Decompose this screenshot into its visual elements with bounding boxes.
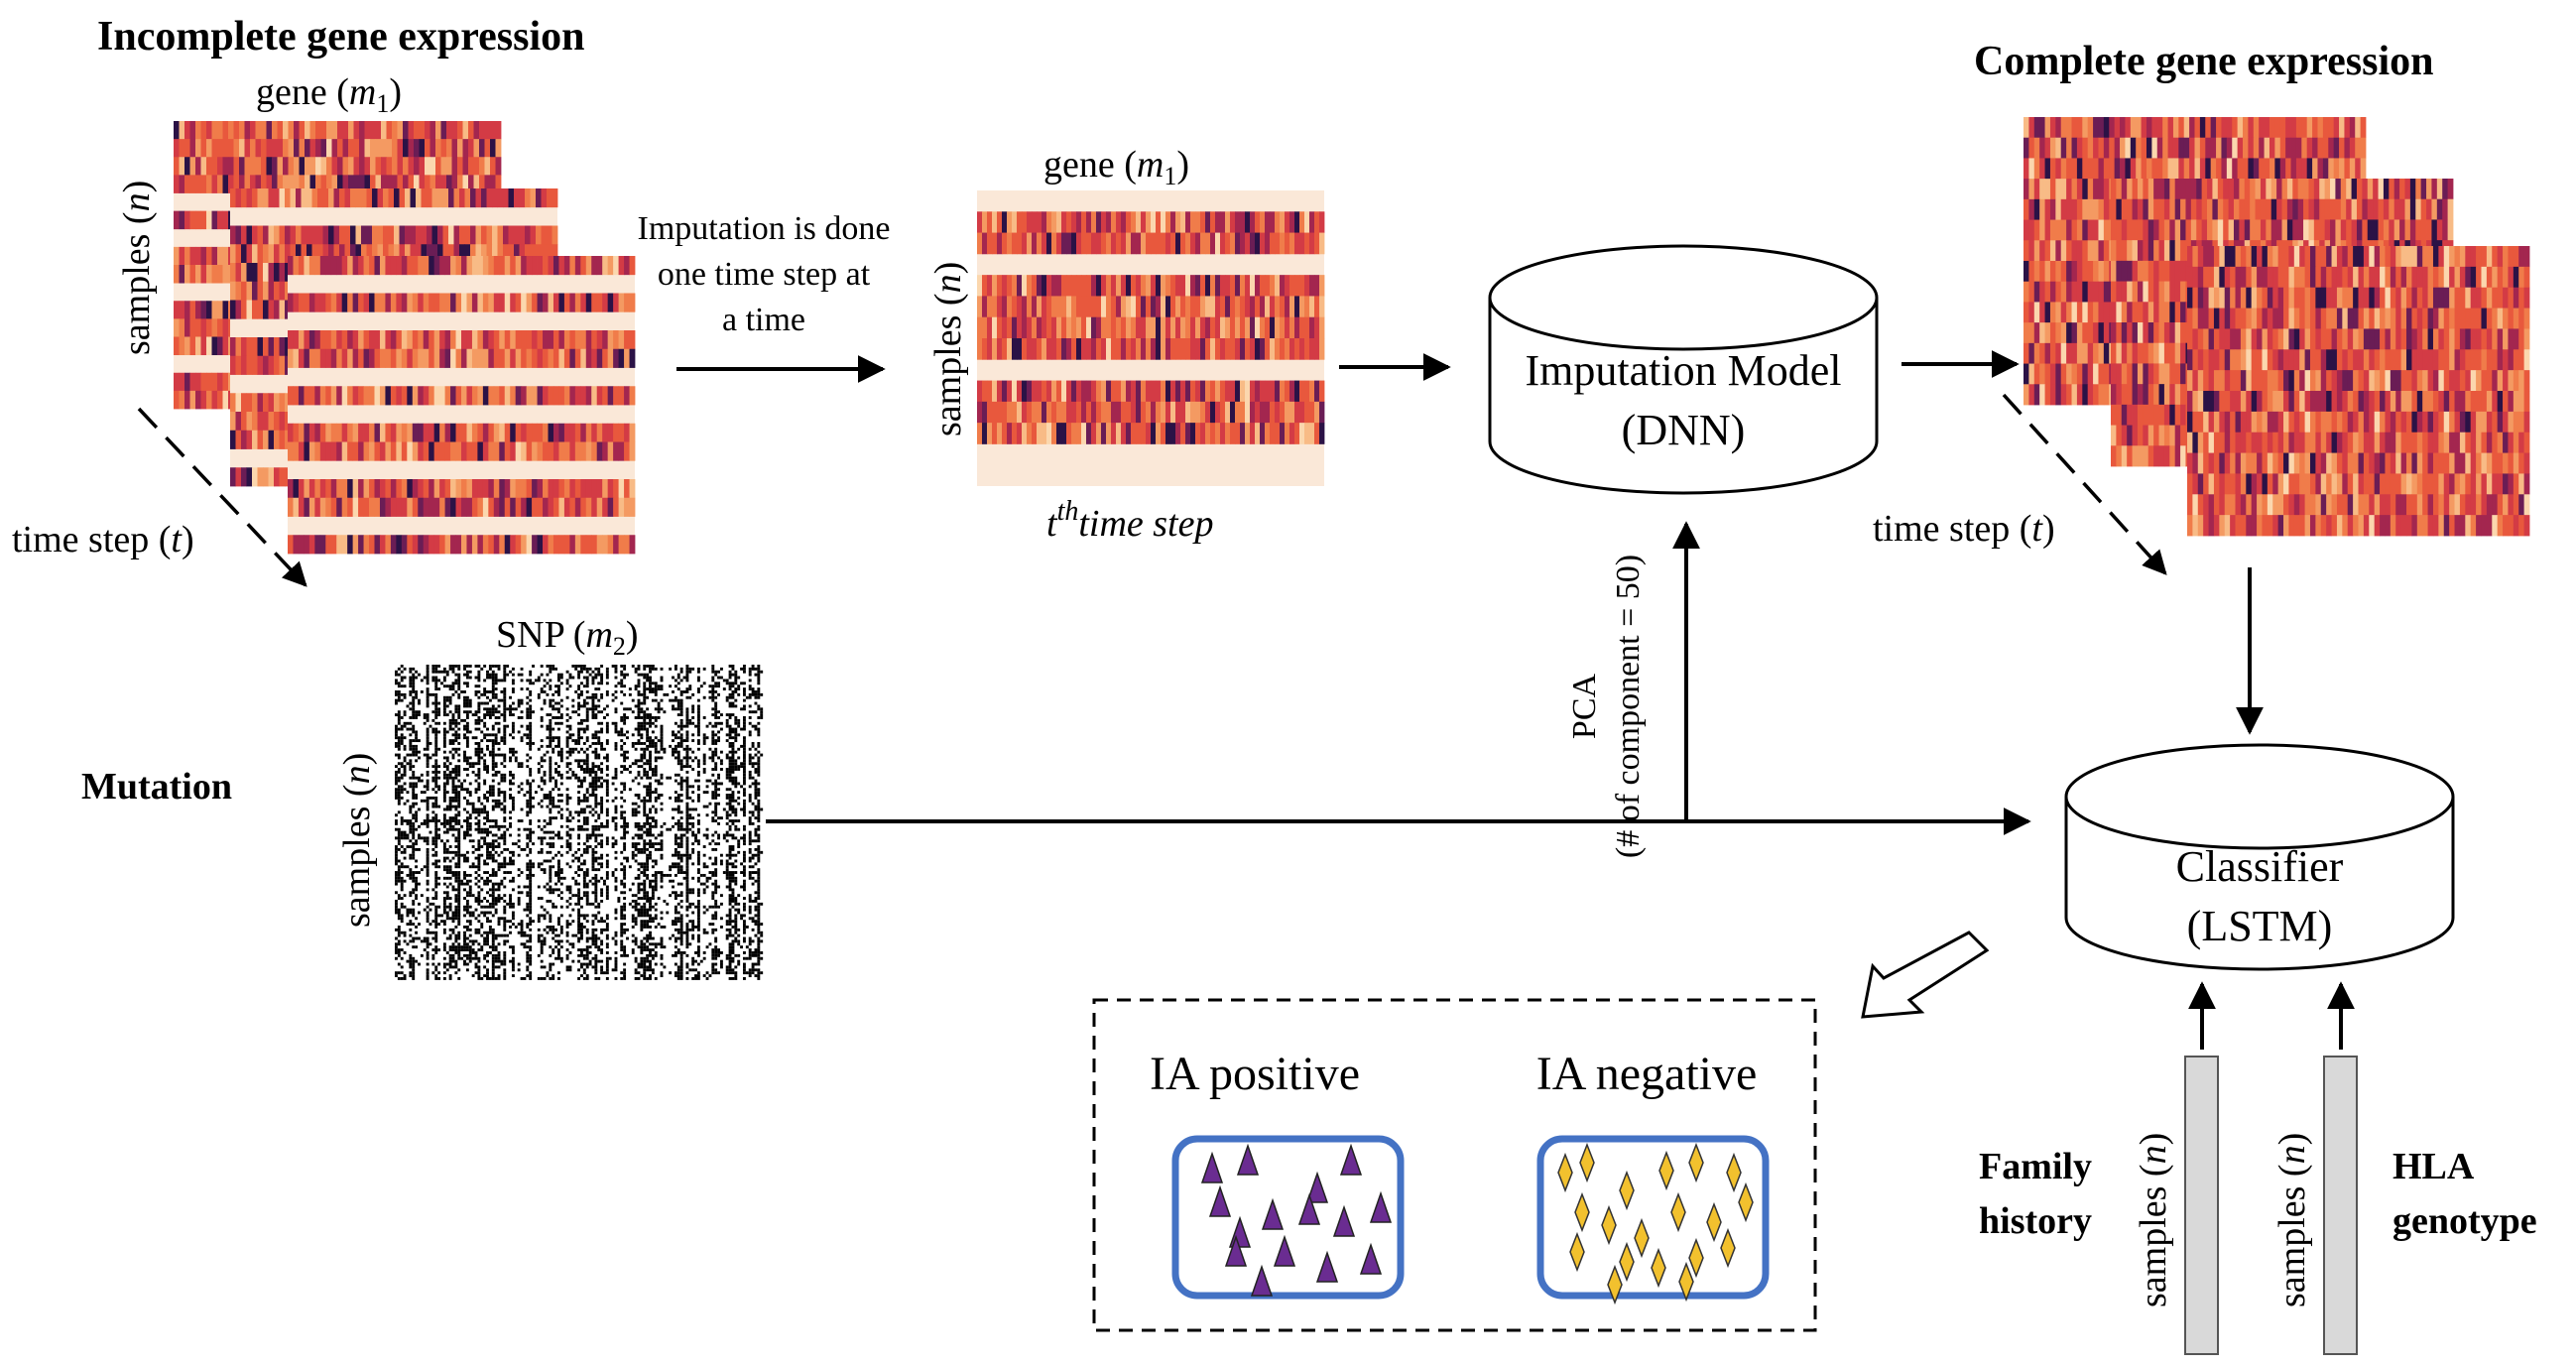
history-label: history bbox=[1979, 1200, 2092, 1242]
incomplete-title: Incomplete gene expression bbox=[97, 14, 585, 60]
timestep-label: tthtime step bbox=[1046, 496, 1213, 545]
classifier-label: Classifier bbox=[2176, 842, 2344, 891]
pca-label: PCA bbox=[1566, 673, 1603, 739]
timestep-heatmap bbox=[977, 190, 1324, 486]
snp-label: SNP (m2) bbox=[496, 614, 639, 661]
family-samples-label: samples (n) bbox=[2133, 1133, 2174, 1307]
imputation-model-sublabel: (DNN) bbox=[1622, 406, 1746, 454]
imputation-note-2: one time step at bbox=[658, 256, 871, 293]
timestep-heatmap-grid bbox=[977, 190, 1324, 486]
hla-label: HLA bbox=[2392, 1146, 2475, 1187]
snp-samples-label: samples (n) bbox=[336, 753, 378, 928]
mid-gene-label: gene (m1) bbox=[1043, 144, 1189, 190]
imputation-model-label: Imputation Model bbox=[1526, 346, 1842, 395]
mutation-label: Mutation bbox=[81, 766, 232, 808]
genotype-label: genotype bbox=[2392, 1200, 2537, 1242]
mid-samples-label: samples (n) bbox=[927, 262, 969, 436]
ia-positive-label: IA positive bbox=[1150, 1048, 1360, 1100]
left-time-label: time step (t) bbox=[12, 519, 194, 560]
complete-layer-3 bbox=[2187, 246, 2529, 536]
snp-matrix bbox=[395, 665, 766, 980]
right-time-label: time step (t) bbox=[1873, 508, 2055, 550]
ia-negative-label: IA negative bbox=[1536, 1048, 1758, 1100]
family-history-bar bbox=[2185, 1057, 2218, 1354]
family-label: Family bbox=[1979, 1146, 2092, 1187]
complete-title: Complete gene expression bbox=[1974, 39, 2434, 84]
incomplete-heatmap-stack bbox=[174, 121, 635, 554]
imputation-note-1: Imputation is done bbox=[638, 210, 891, 247]
classifier-sublabel: (LSTM) bbox=[2187, 902, 2333, 950]
left-gene-label: gene (m1) bbox=[256, 71, 402, 118]
imputation-note-3: a time bbox=[722, 302, 805, 338]
hla-genotype-bar bbox=[2324, 1057, 2357, 1354]
left-samples-label: samples (n) bbox=[116, 181, 158, 355]
snp-matrix-grid bbox=[395, 665, 766, 980]
heatmap-layer-3 bbox=[288, 256, 635, 554]
hla-samples-label: samples (n) bbox=[2271, 1133, 2313, 1307]
output-arrow bbox=[1863, 933, 1987, 1017]
complete-heatmap-stack bbox=[2024, 117, 2529, 536]
pca-component-label: (# of component = 50) bbox=[1610, 555, 1647, 858]
